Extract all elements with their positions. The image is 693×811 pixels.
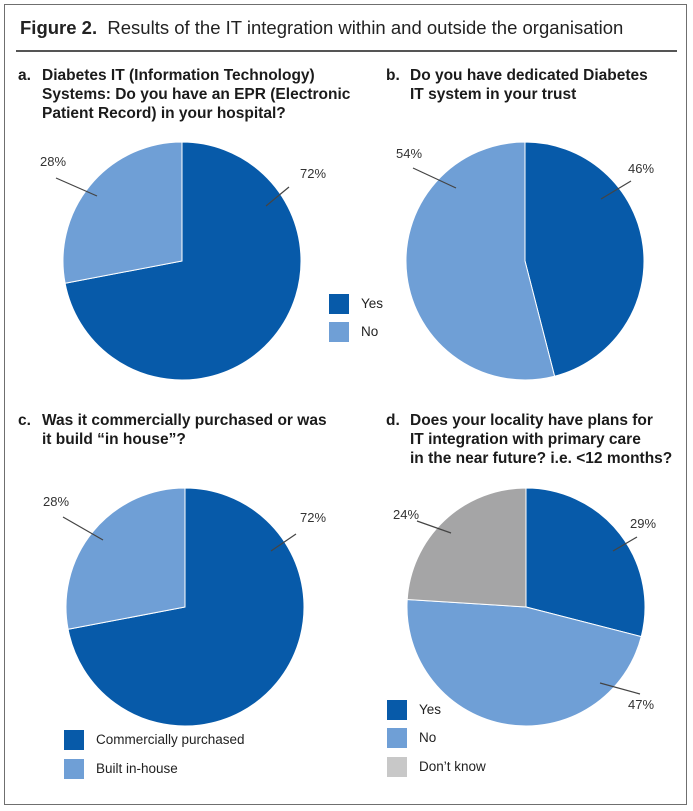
legend-d-dontknow-label: Don’t know (419, 759, 486, 774)
title-divider (16, 50, 677, 52)
pie-d-data-label-0: 29% (630, 516, 656, 531)
pie-d-leader-line-1 (599, 682, 641, 695)
pie-a-leader-line-0 (265, 186, 290, 207)
question-d-line2: IT integration with primary care (410, 431, 641, 448)
question-a: a. Diabetes IT (Information Technology) … (18, 66, 358, 126)
legend-d-no-label: No (419, 730, 437, 745)
pie-b-data-label-0: 46% (628, 161, 654, 176)
question-b-line2: IT system in your trust (410, 86, 577, 103)
pie-c-data-label-0: 72% (300, 510, 326, 525)
pie-d-data-label-1: 47% (628, 697, 654, 712)
legend-d-dontknow-swatch (387, 757, 407, 777)
pie-a-leader-line-1 (55, 177, 98, 197)
pie-b-slice-no (405, 141, 556, 381)
legend-c-inhouse-label: Built in-house (96, 761, 178, 776)
pie-b-slice-yes (524, 141, 645, 377)
legend-d-yes-swatch (387, 700, 407, 720)
question-d-line3: in the near future? i.e. <12 months? (410, 450, 673, 467)
pie-d-slice-yes (525, 487, 646, 638)
question-a-text: Diabetes IT (Information Technology) Sys… (42, 66, 350, 123)
figure-number: Figure 2. (20, 17, 98, 38)
pie-b-leader-line-0 (600, 180, 632, 200)
legend-c-commercial-swatch (64, 730, 84, 750)
pie-b-data-label-1: 54% (396, 146, 422, 161)
question-c-line1: Was it commercially purchased or was (42, 412, 327, 429)
pie-c-slice-built-in-house (65, 487, 186, 630)
pie-c-leader-line-0 (270, 533, 297, 552)
pie-c-leader-line-1 (62, 516, 104, 541)
question-b-text: Do you have dedicated Diabetes IT system… (410, 66, 648, 104)
legend-ab-no-swatch (329, 322, 349, 342)
pie-d-slice-no (406, 598, 642, 727)
figure-frame (4, 4, 687, 805)
pie-c-data-label-1: 28% (43, 494, 69, 509)
pie-b-leader-line-1 (412, 167, 457, 189)
question-c-line2: it build “in house”? (42, 431, 186, 448)
legend-c-inhouse-swatch (64, 759, 84, 779)
question-a-letter: a. (18, 67, 31, 84)
pie-a-slice-no (62, 141, 183, 284)
figure-title-text: Results of the IT integration within and… (107, 17, 624, 38)
question-b-line1: Do you have dedicated Diabetes (410, 67, 648, 84)
question-a-line2: Systems: Do you have an EPR (Electronic (42, 86, 351, 103)
figure-title: Figure 2. Results of the IT integration … (20, 17, 623, 39)
question-d: d. Does your locality have plans for IT … (386, 411, 686, 471)
question-b-letter: b. (386, 67, 400, 84)
legend-ab-no-label: No (361, 324, 379, 339)
question-d-text: Does your locality have plans for IT int… (410, 411, 672, 468)
question-a-line3: Patient Record) in your hospital? (42, 105, 286, 122)
pie-a-data-label-0: 72% (300, 166, 326, 181)
pie-d-leader-line-2 (416, 520, 452, 534)
question-d-line1: Does your locality have plans for (410, 412, 653, 429)
question-c-letter: c. (18, 412, 31, 429)
question-b: b. Do you have dedicated Diabetes IT sys… (386, 66, 676, 106)
pie-a-data-label-1: 28% (40, 154, 66, 169)
pie-d-data-label-2: 24% (393, 507, 419, 522)
pie-c-slice-commercially-purchased (67, 487, 305, 727)
legend-d-no-swatch (387, 728, 407, 748)
pie-a-slice-yes (64, 141, 302, 381)
pie-d-leader-line-0 (612, 536, 638, 552)
pie-d-slice-don-t-know (406, 487, 527, 608)
question-d-letter: d. (386, 412, 400, 429)
question-c: c. Was it commercially purchased or was … (18, 411, 358, 451)
legend-d-yes-label: Yes (419, 702, 442, 717)
question-c-text: Was it commercially purchased or was it … (42, 411, 327, 449)
legend-c-commercial-label: Commercially purchased (96, 732, 245, 747)
question-a-line1: Diabetes IT (Information Technology) (42, 67, 315, 84)
legend-ab-yes-label: Yes (361, 296, 384, 311)
legend-ab-yes-swatch (329, 294, 349, 314)
